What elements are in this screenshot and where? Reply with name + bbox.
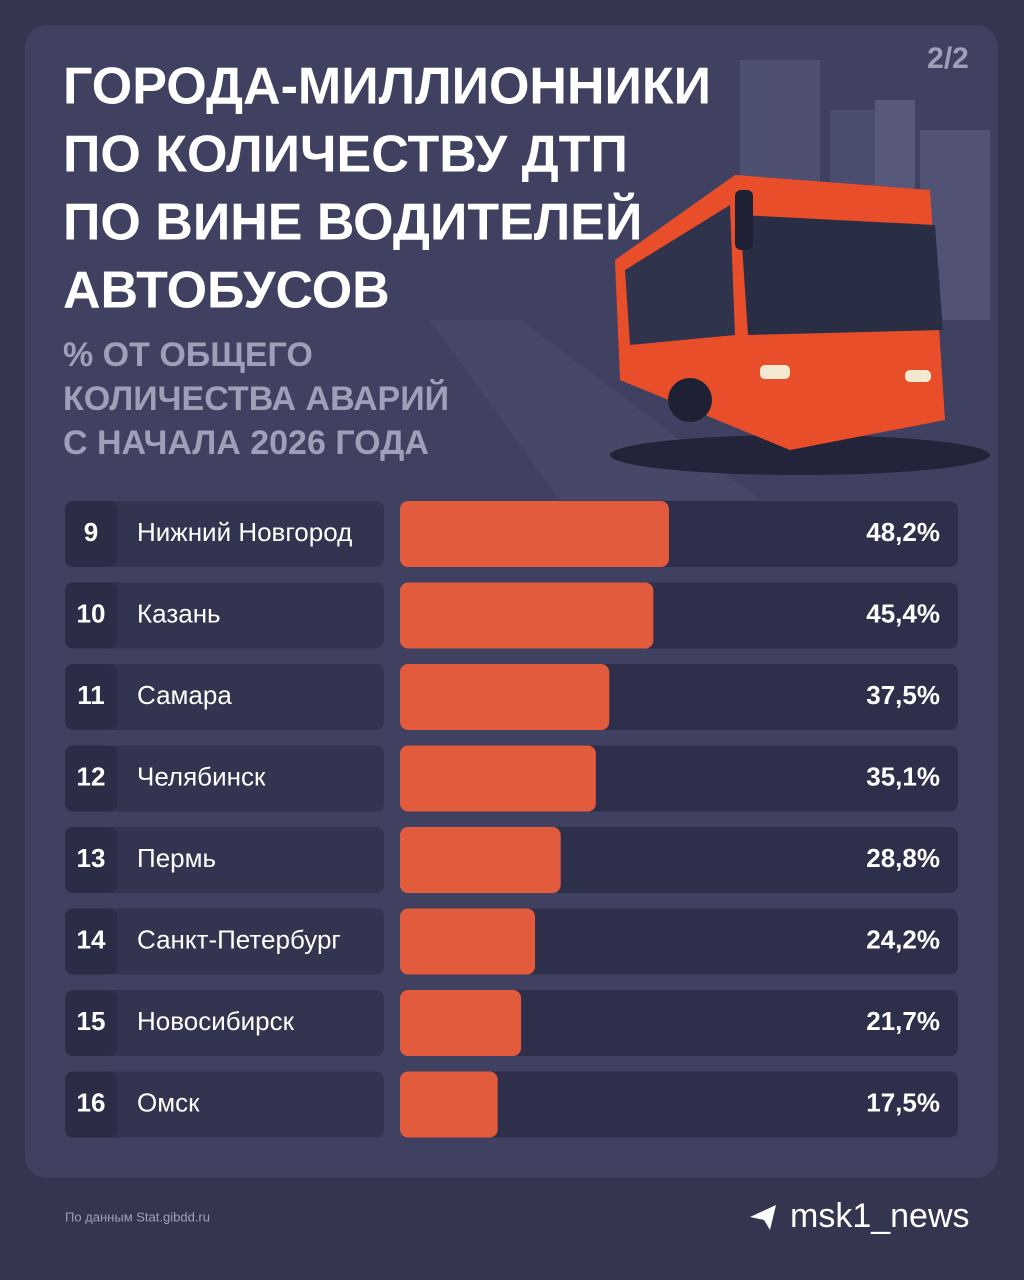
title-line: АВТОБУСОВ xyxy=(63,262,390,320)
rank-cell xyxy=(65,501,117,567)
bar xyxy=(400,827,561,893)
rank: 15 xyxy=(77,1006,106,1036)
bar xyxy=(400,664,610,730)
name-cell xyxy=(65,990,384,1056)
source: По данным Stat.gibdd.ru xyxy=(65,1209,210,1224)
bus-illustration xyxy=(610,175,990,475)
rank: 14 xyxy=(77,924,106,954)
rank-cell xyxy=(65,908,117,975)
brand: msk1_news xyxy=(790,1197,970,1235)
value-label: 45,4% xyxy=(866,598,940,628)
bar xyxy=(400,908,536,975)
name-cell xyxy=(65,582,384,649)
category-label: Новосибирск xyxy=(137,1006,295,1036)
rank: 16 xyxy=(77,1087,106,1117)
value-label: 48,2% xyxy=(866,517,940,547)
bar xyxy=(400,501,669,567)
rank: 9 xyxy=(84,517,98,547)
name-cell xyxy=(65,827,384,893)
bar-track xyxy=(400,1071,958,1138)
category-label: Казань xyxy=(137,598,221,628)
value-label: 37,5% xyxy=(866,680,940,710)
rank-cell xyxy=(65,1071,117,1138)
category-label: Челябинск xyxy=(137,761,266,791)
bar-track xyxy=(400,908,958,975)
rank: 13 xyxy=(77,843,106,873)
rank-cell xyxy=(65,827,117,893)
name-cell xyxy=(65,1071,384,1138)
bar xyxy=(400,745,596,812)
category-label: Пермь xyxy=(137,843,216,873)
rank-cell xyxy=(65,664,117,730)
category-label: Санкт-Петербург xyxy=(137,924,341,954)
rank: 11 xyxy=(77,680,105,710)
rank-cell xyxy=(65,990,117,1056)
subtitle-line: КОЛИЧЕСТВА АВАРИЙ xyxy=(63,379,449,418)
name-cell xyxy=(65,908,384,975)
title-line: ПО КОЛИЧЕСТВУ ДТП xyxy=(63,126,628,184)
category-label: Самара xyxy=(137,680,232,710)
title-line: ПО ВИНЕ ВОДИТЕЛЕЙ xyxy=(63,193,642,252)
value-label: 35,1% xyxy=(866,761,940,791)
name-cell xyxy=(65,745,384,812)
subtitle-line: % ОТ ОБЩЕГО xyxy=(63,336,313,374)
bar xyxy=(400,582,654,649)
name-cell xyxy=(65,501,384,567)
rank: 10 xyxy=(77,598,106,628)
rank-cell xyxy=(65,582,117,649)
page-label: 2/2 xyxy=(927,42,969,75)
bar xyxy=(400,1071,498,1138)
brand-tab xyxy=(700,1180,1024,1280)
category-label: Омск xyxy=(137,1087,200,1117)
category-label: Нижний Новгород xyxy=(137,517,352,547)
value-label: 17,5% xyxy=(866,1087,940,1117)
subtitle-line: С НАЧАЛА 2026 ГОДА xyxy=(63,424,429,462)
title-line: ГОРОДА-МИЛЛИОННИКИ xyxy=(63,58,711,116)
name-cell xyxy=(65,664,384,730)
value-label: 21,7% xyxy=(866,1006,940,1036)
value-label: 28,8% xyxy=(866,843,940,873)
rank: 12 xyxy=(77,761,106,791)
rank-cell xyxy=(65,745,117,812)
value-label: 24,2% xyxy=(866,924,940,954)
bar-track xyxy=(400,990,958,1056)
telegram-icon xyxy=(750,1205,776,1230)
bar xyxy=(400,990,522,1056)
